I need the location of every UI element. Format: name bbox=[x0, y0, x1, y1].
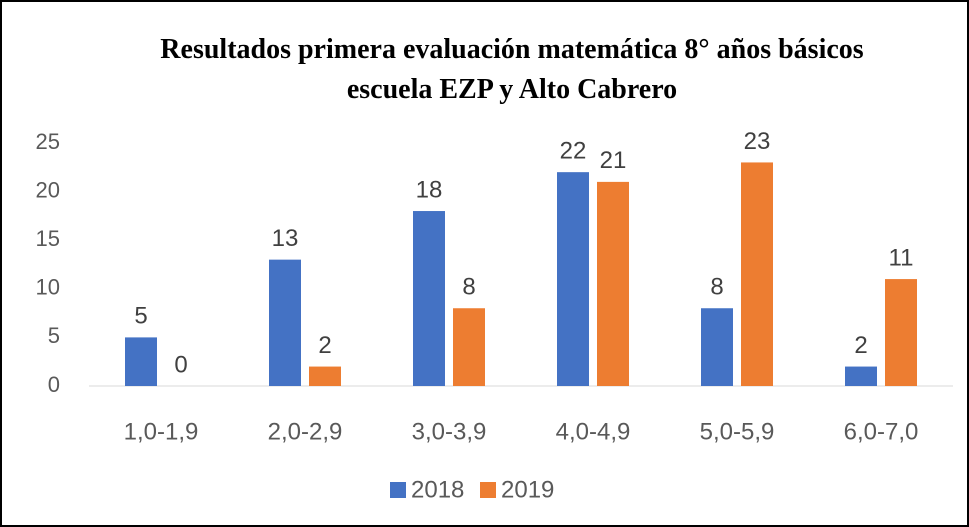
data-label: 8 bbox=[710, 274, 723, 301]
bar bbox=[453, 308, 485, 386]
legend-swatch bbox=[480, 482, 496, 498]
data-label: 2 bbox=[318, 332, 331, 359]
data-label: 0 bbox=[174, 351, 187, 378]
bar bbox=[885, 279, 917, 386]
bar bbox=[701, 308, 733, 386]
bar bbox=[597, 181, 629, 386]
bar bbox=[845, 366, 877, 386]
bar bbox=[269, 259, 301, 386]
bar bbox=[413, 211, 445, 386]
legend-swatch bbox=[390, 482, 406, 498]
x-tick-label: 1,0-1,9 bbox=[124, 418, 199, 445]
data-label: 23 bbox=[744, 128, 771, 155]
legend-label: 2019 bbox=[501, 476, 554, 503]
data-label: 2 bbox=[854, 332, 867, 359]
bar bbox=[741, 162, 773, 386]
y-tick-label: 15 bbox=[36, 226, 60, 251]
bar bbox=[309, 366, 341, 386]
x-tick-label: 3,0-3,9 bbox=[412, 418, 487, 445]
y-tick-label: 10 bbox=[36, 275, 60, 300]
y-tick-label: 20 bbox=[36, 177, 60, 202]
chart-title: Resultados primera evaluación matemática… bbox=[160, 34, 864, 105]
data-label: 5 bbox=[134, 303, 147, 330]
data-label: 18 bbox=[416, 176, 443, 203]
data-label: 21 bbox=[600, 147, 627, 174]
data-label: 8 bbox=[462, 274, 475, 301]
x-tick-label: 4,0-4,9 bbox=[556, 418, 631, 445]
y-tick-label: 0 bbox=[48, 372, 60, 397]
data-label: 11 bbox=[889, 244, 914, 271]
x-tick-label: 6,0-7,0 bbox=[844, 418, 919, 445]
bar bbox=[125, 337, 157, 386]
x-tick-label: 5,0-5,9 bbox=[700, 418, 775, 445]
y-tick-label: 25 bbox=[36, 129, 60, 154]
legend-label: 2018 bbox=[411, 476, 464, 503]
x-tick-label: 2,0-2,9 bbox=[268, 418, 343, 445]
data-label: 22 bbox=[560, 138, 587, 165]
bar bbox=[557, 172, 589, 386]
data-label: 13 bbox=[272, 225, 299, 252]
y-tick-label: 5 bbox=[48, 323, 60, 348]
